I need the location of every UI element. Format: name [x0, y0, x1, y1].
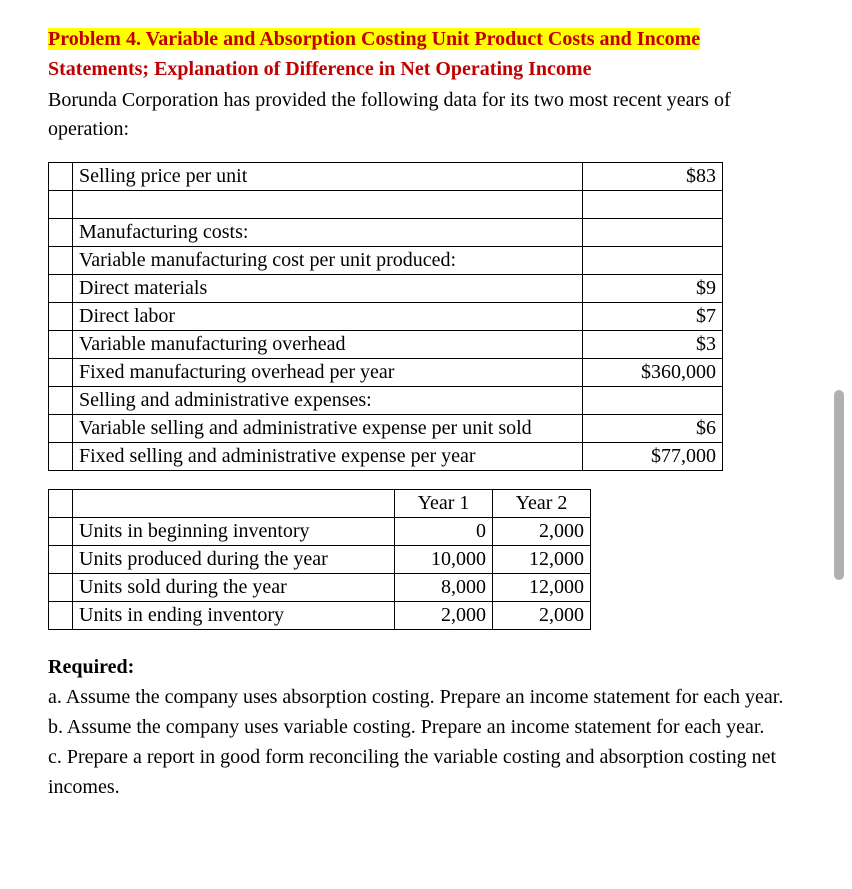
cost-label: Variable manufacturing overhead — [73, 331, 583, 359]
cost-label: Fixed selling and administrative expense… — [73, 443, 583, 471]
cost-label: Variable selling and administrative expe… — [73, 415, 583, 443]
cost-value — [583, 219, 723, 247]
cost-value: $3 — [583, 331, 723, 359]
cost-value: $6 — [583, 415, 723, 443]
table-row: Variable selling and administrative expe… — [49, 415, 723, 443]
table-row: Fixed selling and administrative expense… — [49, 443, 723, 471]
table-row: Units produced during the year10,00012,0… — [49, 546, 591, 574]
problem-title-line1: Problem 4. Variable and Absorption Costi… — [48, 28, 700, 50]
cost-value: $7 — [583, 303, 723, 331]
table-row: Direct materials$9 — [49, 275, 723, 303]
col-header-year1: Year 1 — [395, 490, 493, 518]
units-year2: 12,000 — [493, 546, 591, 574]
units-year1: 10,000 — [395, 546, 493, 574]
cost-label: Selling price per unit — [73, 163, 583, 191]
units-label: Units produced during the year — [73, 546, 395, 574]
table-row: Fixed manufacturing overhead per year$36… — [49, 359, 723, 387]
table-row — [49, 191, 723, 219]
cost-value — [583, 387, 723, 415]
table-row: Units in ending inventory2,0002,000 — [49, 602, 591, 630]
table-row: Manufacturing costs: — [49, 219, 723, 247]
units-table: Year 1Year 2Units in beginning inventory… — [48, 489, 591, 630]
required-c: c. Prepare a report in good form reconci… — [48, 742, 804, 802]
cost-value: $83 — [583, 163, 723, 191]
units-year1: 8,000 — [395, 574, 493, 602]
units-label: Units in beginning inventory — [73, 518, 395, 546]
table-row: Variable manufacturing cost per unit pro… — [49, 247, 723, 275]
intro-text: Borunda Corporation has provided the fol… — [48, 86, 804, 144]
units-year2: 2,000 — [493, 602, 591, 630]
cost-data-table: Selling price per unit$83Manufacturing c… — [48, 162, 723, 471]
problem-title-line2: Statements; Explanation of Difference in… — [48, 58, 591, 80]
units-year2: 12,000 — [493, 574, 591, 602]
table-row: Selling price per unit$83 — [49, 163, 723, 191]
table-row: Units sold during the year8,00012,000 — [49, 574, 591, 602]
table-row: Units in beginning inventory02,000 — [49, 518, 591, 546]
cost-value: $77,000 — [583, 443, 723, 471]
table-header-row: Year 1Year 2 — [49, 490, 591, 518]
cost-label: Selling and administrative expenses: — [73, 387, 583, 415]
col-header-year2: Year 2 — [493, 490, 591, 518]
units-year1: 2,000 — [395, 602, 493, 630]
cost-label: Variable manufacturing cost per unit pro… — [73, 247, 583, 275]
table-row: Selling and administrative expenses: — [49, 387, 723, 415]
units-label: Units in ending inventory — [73, 602, 395, 630]
cost-label: Manufacturing costs: — [73, 219, 583, 247]
units-year1: 0 — [395, 518, 493, 546]
required-a: a. Assume the company uses absorption co… — [48, 682, 804, 712]
table-row: Direct labor$7 — [49, 303, 723, 331]
required-b: b. Assume the company uses variable cost… — [48, 712, 804, 742]
units-label: Units sold during the year — [73, 574, 395, 602]
cost-label: Fixed manufacturing overhead per year — [73, 359, 583, 387]
cost-value: $360,000 — [583, 359, 723, 387]
required-heading: Required: — [48, 652, 804, 682]
scrollbar-thumb[interactable] — [834, 390, 844, 580]
cost-label: Direct materials — [73, 275, 583, 303]
cost-value — [583, 247, 723, 275]
table-row: Variable manufacturing overhead$3 — [49, 331, 723, 359]
units-year2: 2,000 — [493, 518, 591, 546]
cost-label: Direct labor — [73, 303, 583, 331]
cost-value: $9 — [583, 275, 723, 303]
